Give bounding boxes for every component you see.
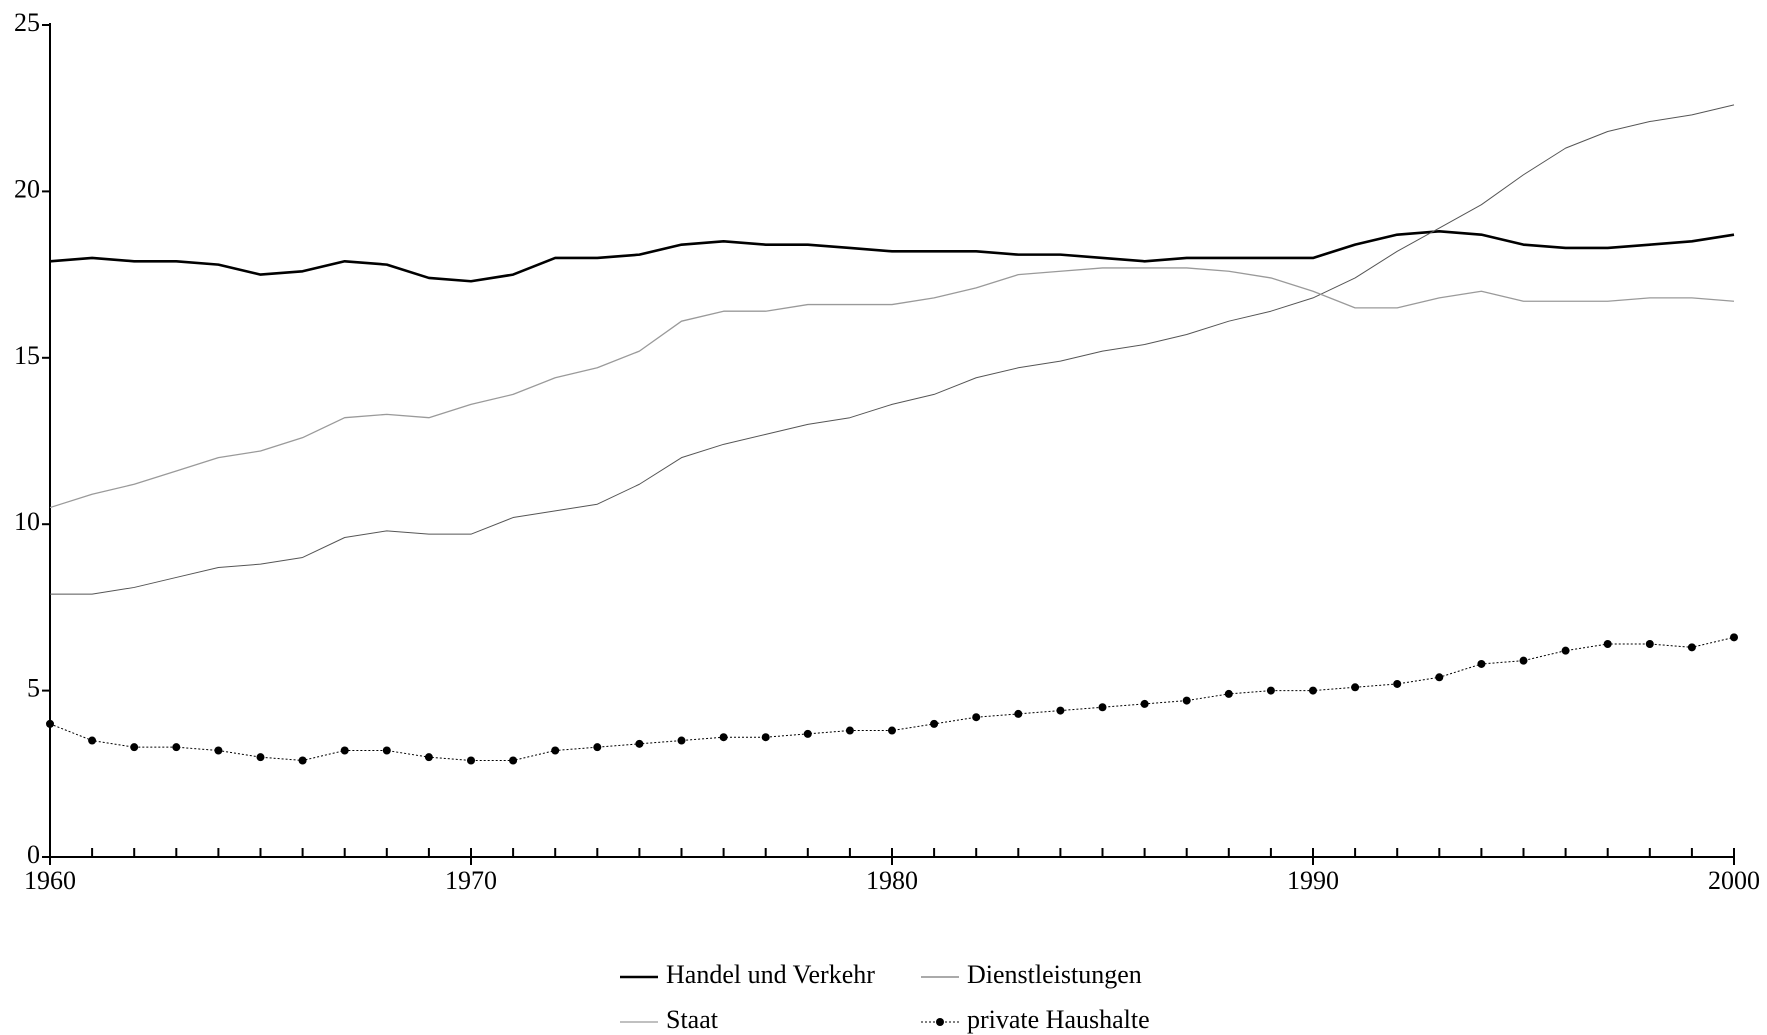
legend-marker — [936, 1018, 944, 1026]
series-line — [49, 230, 1735, 283]
series-marker — [1014, 709, 1023, 718]
x-tick-label: 1980 — [866, 866, 918, 895]
y-tick-label: 5 — [27, 674, 40, 703]
series-marker — [1098, 703, 1107, 712]
x-tick-label: 1970 — [445, 866, 497, 895]
legend-label: Staat — [666, 1005, 719, 1034]
series-line — [50, 104, 1735, 595]
series-marker — [551, 746, 560, 755]
series-marker — [1519, 656, 1528, 665]
series-marker — [930, 719, 939, 728]
y-tick-label: 10 — [14, 507, 40, 536]
series-marker — [1730, 633, 1738, 642]
series-marker — [1224, 689, 1233, 698]
x-tick-label: 1990 — [1287, 866, 1339, 895]
series-marker — [888, 726, 896, 735]
series-marker — [719, 733, 728, 742]
series-marker — [1182, 696, 1191, 705]
y-tick-label: 20 — [14, 174, 40, 203]
series-marker — [1561, 646, 1570, 655]
series-marker — [340, 746, 349, 755]
series-marker — [1266, 686, 1275, 695]
x-tick-label: 1960 — [24, 866, 76, 895]
series-marker — [1645, 640, 1654, 649]
series-marker — [972, 713, 981, 722]
series-marker — [424, 753, 433, 762]
series-marker — [88, 736, 97, 745]
series-marker — [761, 733, 770, 742]
series-marker — [256, 753, 265, 762]
series-marker — [1140, 699, 1149, 708]
series-marker — [467, 756, 475, 765]
series-line — [49, 267, 1735, 509]
series-marker — [509, 756, 518, 765]
y-tick-label: 25 — [14, 8, 40, 37]
series-marker — [1393, 679, 1402, 688]
series-marker — [46, 719, 54, 728]
series-marker — [1477, 659, 1486, 668]
series-marker — [1309, 686, 1317, 695]
legend-label: private Haushalte — [967, 1005, 1150, 1034]
series-marker — [130, 743, 139, 752]
series-marker — [803, 729, 812, 738]
y-tick-label: 15 — [14, 341, 40, 370]
series-marker — [593, 743, 602, 752]
series-marker — [1056, 706, 1065, 715]
series-marker — [845, 726, 854, 735]
series-marker — [1687, 643, 1696, 652]
series-marker — [214, 746, 223, 755]
series-marker — [298, 756, 307, 765]
y-tick-label: 0 — [27, 840, 40, 869]
series-line — [49, 636, 1735, 761]
legend-label: Dienstleistungen — [967, 960, 1142, 989]
series-marker — [1603, 640, 1612, 649]
x-tick-label: 2000 — [1708, 866, 1760, 895]
series-marker — [382, 746, 391, 755]
series-marker — [1435, 673, 1444, 682]
series-marker — [172, 743, 181, 752]
series-marker — [1351, 683, 1360, 692]
legend-label: Handel und Verkehr — [666, 960, 875, 989]
series-marker — [635, 739, 644, 748]
series-marker — [677, 736, 686, 745]
